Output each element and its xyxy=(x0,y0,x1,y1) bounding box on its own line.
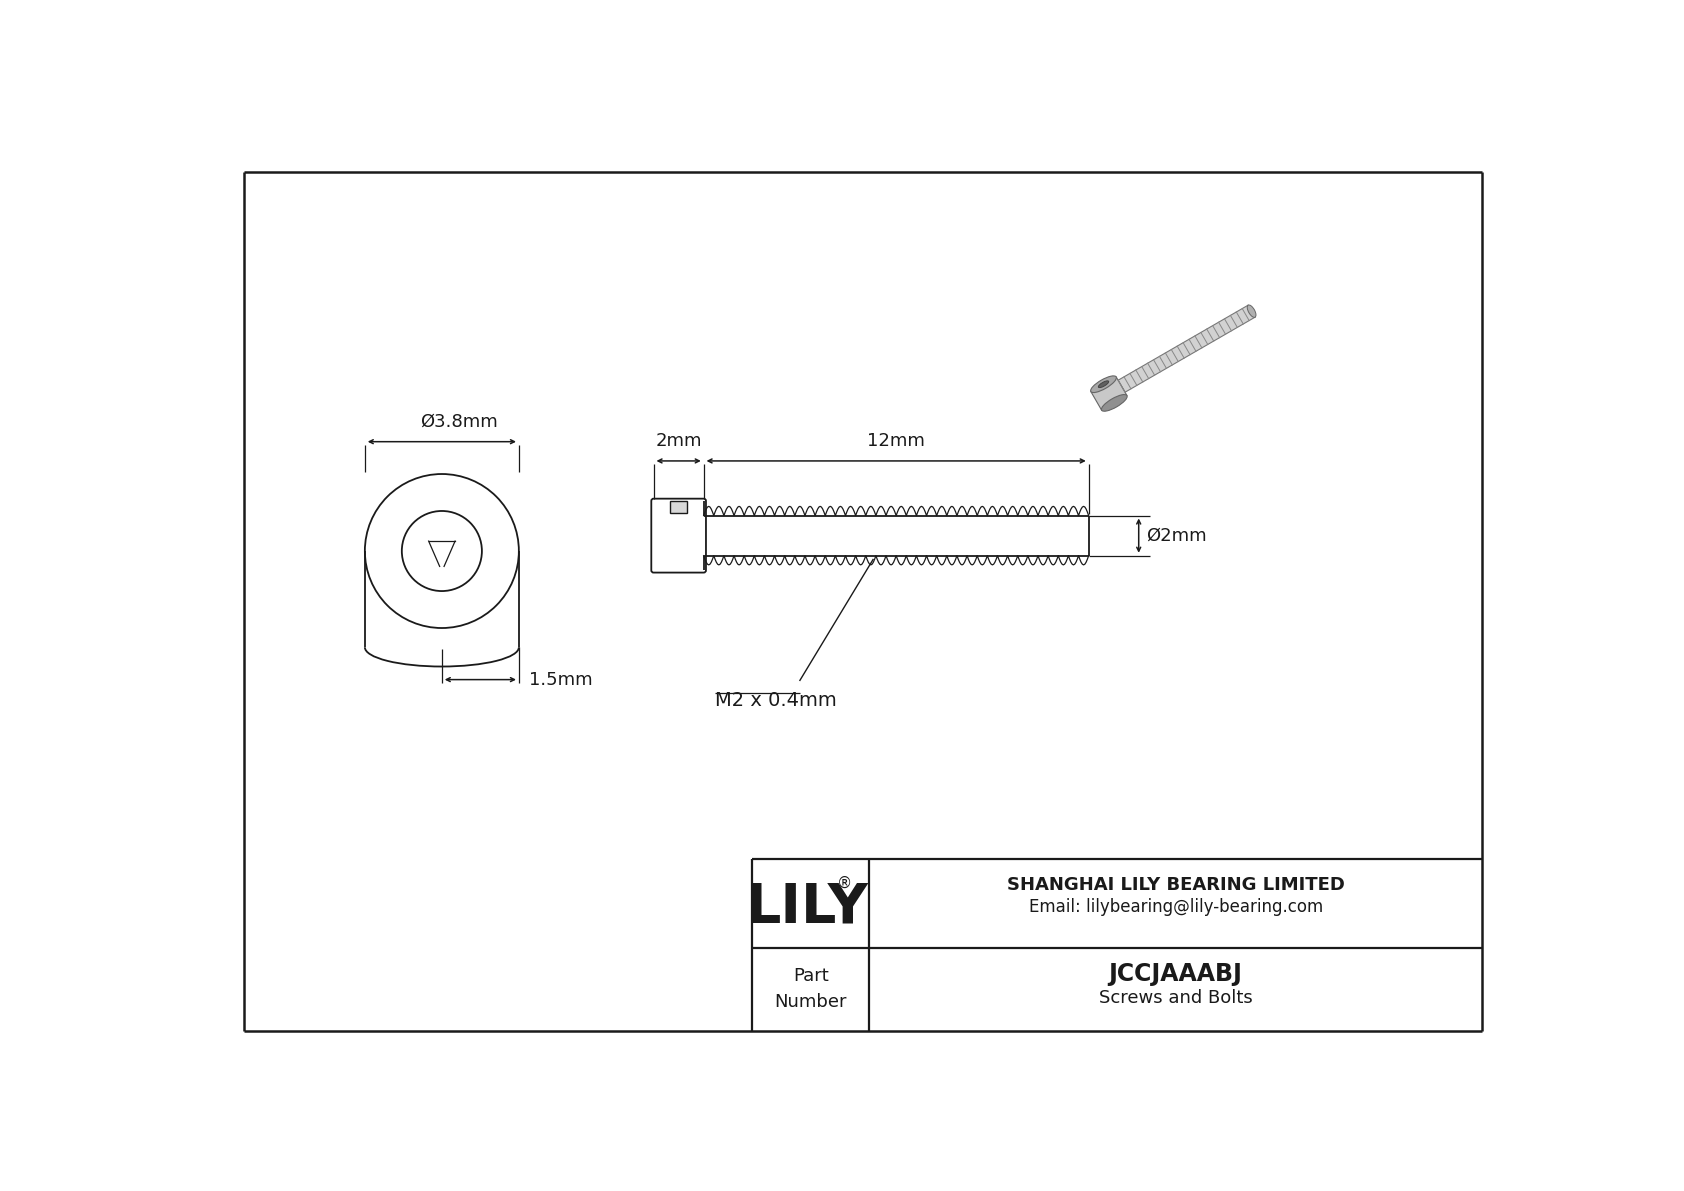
Ellipse shape xyxy=(1091,376,1116,393)
Text: LILY: LILY xyxy=(746,880,869,934)
Text: 12mm: 12mm xyxy=(867,432,925,450)
Polygon shape xyxy=(1118,305,1255,392)
Ellipse shape xyxy=(1101,394,1127,411)
Text: Part
Number: Part Number xyxy=(775,967,847,1011)
Text: JCCJAAABJ: JCCJAAABJ xyxy=(1108,962,1243,986)
Ellipse shape xyxy=(1248,305,1256,317)
Text: SHANGHAI LILY BEARING LIMITED: SHANGHAI LILY BEARING LIMITED xyxy=(1007,877,1344,894)
Text: Screws and Bolts: Screws and Bolts xyxy=(1098,990,1253,1008)
Ellipse shape xyxy=(1098,381,1108,387)
Bar xyxy=(670,501,687,513)
Text: Ø3.8mm: Ø3.8mm xyxy=(419,413,498,431)
FancyBboxPatch shape xyxy=(652,499,706,573)
Text: ®: ® xyxy=(837,875,852,891)
Polygon shape xyxy=(1091,376,1127,410)
Text: 2mm: 2mm xyxy=(655,432,702,450)
Text: Ø2mm: Ø2mm xyxy=(1147,526,1207,544)
Text: 1.5mm: 1.5mm xyxy=(529,671,593,688)
Text: M2 x 0.4mm: M2 x 0.4mm xyxy=(716,691,837,710)
Text: Email: lilybearing@lily-bearing.com: Email: lilybearing@lily-bearing.com xyxy=(1029,898,1324,916)
